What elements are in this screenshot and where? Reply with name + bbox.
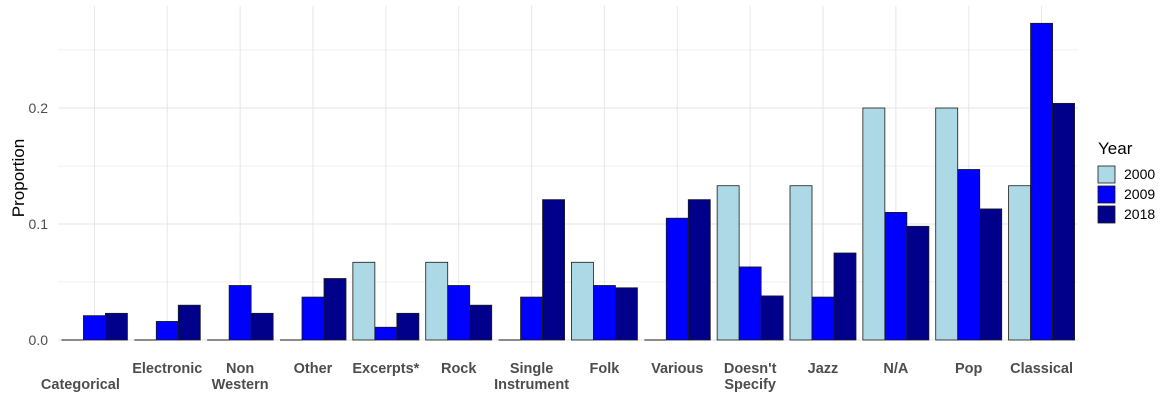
y-tick-label: 0.1 xyxy=(29,216,49,232)
x-tick-label: Single Instrument xyxy=(494,361,569,393)
x-tick-label: Excerpts* xyxy=(352,361,419,377)
y-axis-title: Proportion xyxy=(9,139,28,217)
bar-2000 xyxy=(1008,185,1031,341)
legend-key-2000 xyxy=(1097,165,1116,184)
x-tick-label: Non Western xyxy=(212,361,269,393)
x-tick-label: Categorical xyxy=(41,377,120,393)
bar-2018 xyxy=(906,225,930,341)
bar-2009 xyxy=(738,266,762,341)
bar-2018 xyxy=(687,199,711,341)
bar-2000 xyxy=(862,107,886,341)
bar-2018 xyxy=(833,252,857,341)
bar-2000 xyxy=(425,261,449,341)
bar-2009 xyxy=(447,285,471,341)
bar-2018 xyxy=(250,312,274,341)
legend-label-2018: 2018 xyxy=(1124,206,1155,222)
bar-2000 xyxy=(716,185,740,341)
x-tick-label: Jazz xyxy=(808,361,839,377)
bar-2018 xyxy=(469,304,493,341)
bar-2009 xyxy=(520,296,543,341)
bar-2009 xyxy=(1030,22,1053,341)
y-tick-label: 0.2 xyxy=(29,100,49,116)
bar-2009 xyxy=(884,211,908,341)
x-tick-label: Pop xyxy=(955,361,983,377)
legend-title: Year xyxy=(1098,139,1133,158)
bar-2018 xyxy=(615,287,638,341)
bar-2009 xyxy=(301,296,325,341)
bar-2018 xyxy=(979,208,1003,341)
bar-2009 xyxy=(665,217,689,341)
x-tick-label: Folk xyxy=(590,361,621,377)
bar-2018 xyxy=(323,278,347,341)
bar-2009 xyxy=(374,326,398,341)
y-tick-label: 0.0 xyxy=(29,332,49,348)
bar-2018 xyxy=(760,295,784,341)
bar-2009 xyxy=(957,169,981,341)
bar-2018 xyxy=(542,199,565,341)
bar-2009 xyxy=(155,321,179,341)
x-tick-label: Other xyxy=(294,361,333,377)
bar-2009 xyxy=(228,285,252,341)
bar-2009 xyxy=(811,296,835,341)
bar-2000 xyxy=(352,261,376,341)
bar-2018 xyxy=(177,304,201,341)
bar-2018 xyxy=(105,312,128,341)
legend: Year 2000 2009 2018 xyxy=(1097,139,1155,224)
x-tick-label: N/A xyxy=(883,361,909,377)
legend-key-2009 xyxy=(1097,185,1116,204)
x-tick-label: Electronic xyxy=(132,361,202,377)
legend-label-2000: 2000 xyxy=(1124,166,1155,182)
bars xyxy=(61,22,1075,341)
y-axis-ticks: 0.0 0.1 0.2 xyxy=(29,100,49,348)
bar-2018 xyxy=(396,312,420,341)
gridlines xyxy=(58,6,1078,341)
x-tick-label: Doesn't Specify xyxy=(724,361,777,393)
legend-label-2009: 2009 xyxy=(1124,186,1155,202)
bar-2018 xyxy=(1052,102,1075,341)
bar-2000 xyxy=(571,261,594,341)
bar-2009 xyxy=(83,315,106,341)
legend-key-2018 xyxy=(1097,205,1116,224)
x-tick-label: Rock xyxy=(441,361,477,377)
x-tick-label: Classical xyxy=(1010,361,1073,377)
bar-2000 xyxy=(789,185,813,341)
bar-2009 xyxy=(593,285,616,341)
bar-2000 xyxy=(935,107,959,341)
x-axis-category-labels: Categorical Electronic Non Western Other Exce… xyxy=(41,361,1073,393)
x-tick-label: Various xyxy=(651,361,703,377)
